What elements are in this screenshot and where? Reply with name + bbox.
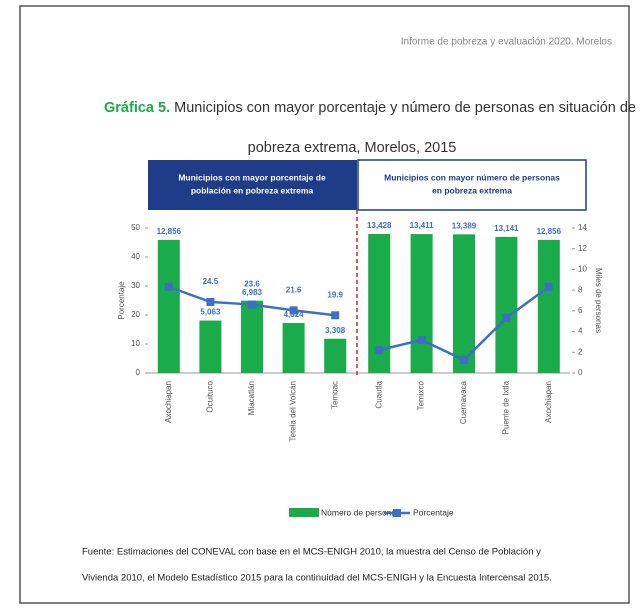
chart-title: pobreza extrema, Morelos, 2015 — [248, 140, 457, 156]
panel-title: Municipios con mayor porcentaje de — [178, 172, 326, 182]
bar — [324, 338, 347, 373]
bar — [495, 236, 518, 373]
source: Vivienda 2010, el Modelo Estadístico 201… — [82, 573, 552, 584]
data-label: 13,411 — [410, 221, 435, 230]
bar — [241, 300, 263, 373]
y-tick-label: 20 — [131, 310, 140, 319]
panel-title: población en pobreza extrema — [191, 185, 314, 195]
y2-tick-label: 14 — [578, 223, 587, 232]
x-tick-label: Temixco — [417, 380, 426, 410]
data-label: 13,428 — [367, 221, 392, 230]
bar — [410, 234, 433, 373]
data-label: 3,308 — [325, 326, 346, 335]
y2-tick-label: 4 — [578, 327, 583, 336]
x-tick-label: Axochiapan — [164, 381, 173, 423]
data-label: 12,856 — [537, 227, 562, 236]
y2-tick-label: 0 — [578, 368, 583, 377]
data-label: 19.9 — [327, 290, 343, 299]
y2-tick-label: 2 — [578, 347, 583, 356]
y2-tick-label: 8 — [578, 285, 583, 294]
x-tick-label: Cuernavaca — [459, 380, 468, 424]
panel-title: en pobreza extrema — [432, 185, 512, 195]
y-tick-label: 0 — [136, 368, 141, 377]
x-tick-label: Temoac — [330, 381, 339, 409]
legend-label: Porcentaje — [413, 507, 454, 517]
y2-tick-label: 6 — [578, 306, 583, 315]
line-marker — [248, 300, 256, 309]
line-marker — [164, 282, 173, 291]
bar — [157, 239, 180, 373]
bar — [537, 239, 560, 373]
y2-tick-label: 12 — [578, 244, 587, 253]
panel-title: Municipios con mayor número de personas — [384, 172, 560, 182]
data-label: 12,856 — [157, 227, 182, 236]
x-tick-label: Ocuituco — [206, 380, 215, 412]
title-line: Municipios con mayor porcentaje y número… — [174, 100, 636, 116]
line-marker — [289, 306, 298, 315]
panel-header — [357, 159, 587, 211]
y-tick-label: 50 — [131, 223, 140, 232]
x-tick-label: Miacatlán — [247, 381, 256, 415]
y-tick-label: 10 — [131, 339, 140, 348]
line-marker — [460, 355, 468, 364]
chart-title: Gráfica 5. Municipios con mayor porcenta… — [104, 100, 636, 116]
x-tick-label: Puente de Ixtla — [502, 380, 511, 434]
y2-tick-label: 10 — [578, 265, 587, 274]
bar — [453, 234, 475, 373]
data-label: 13,389 — [452, 221, 477, 230]
bar — [368, 233, 391, 373]
title-label: Gráfica 5. — [104, 100, 170, 116]
legend-swatch — [289, 508, 319, 517]
data-label: 13,141 — [494, 224, 519, 233]
line-marker — [375, 346, 384, 355]
line-marker — [502, 313, 511, 322]
page-frame — [19, 5, 630, 604]
header: Informe de pobreza y evaluación 2020. Mo… — [401, 37, 612, 48]
data-label: 23.6 — [244, 280, 260, 289]
x-tick-label: Cuautla — [374, 380, 383, 408]
data-label: 21.6 — [286, 285, 302, 294]
line-marker — [331, 311, 340, 320]
y-tick-label: 30 — [131, 281, 140, 290]
legend-swatch — [393, 509, 401, 517]
y2-axis-label: Miles de personas — [594, 268, 603, 333]
y-tick-label: 40 — [131, 252, 140, 261]
x-tick-label: Tetela del Volcán — [289, 381, 298, 442]
bar — [282, 323, 305, 373]
panel-header — [148, 160, 357, 210]
line-marker — [206, 297, 215, 306]
data-label: 4,824 — [284, 310, 305, 319]
bar — [199, 320, 222, 373]
x-tick-label: Axochiapan — [544, 381, 553, 423]
legend-label: Número de personas — [321, 507, 400, 517]
line-marker — [544, 282, 553, 291]
data-label: 5,063 — [200, 308, 221, 317]
data-label: 24.5 — [203, 277, 219, 286]
data-label: 6,983 — [242, 288, 263, 297]
y-axis-label: Porcentaje — [117, 281, 126, 320]
line-marker — [417, 335, 426, 344]
source: Fuente: Estimaciones del CONEVAL con bas… — [82, 547, 541, 558]
